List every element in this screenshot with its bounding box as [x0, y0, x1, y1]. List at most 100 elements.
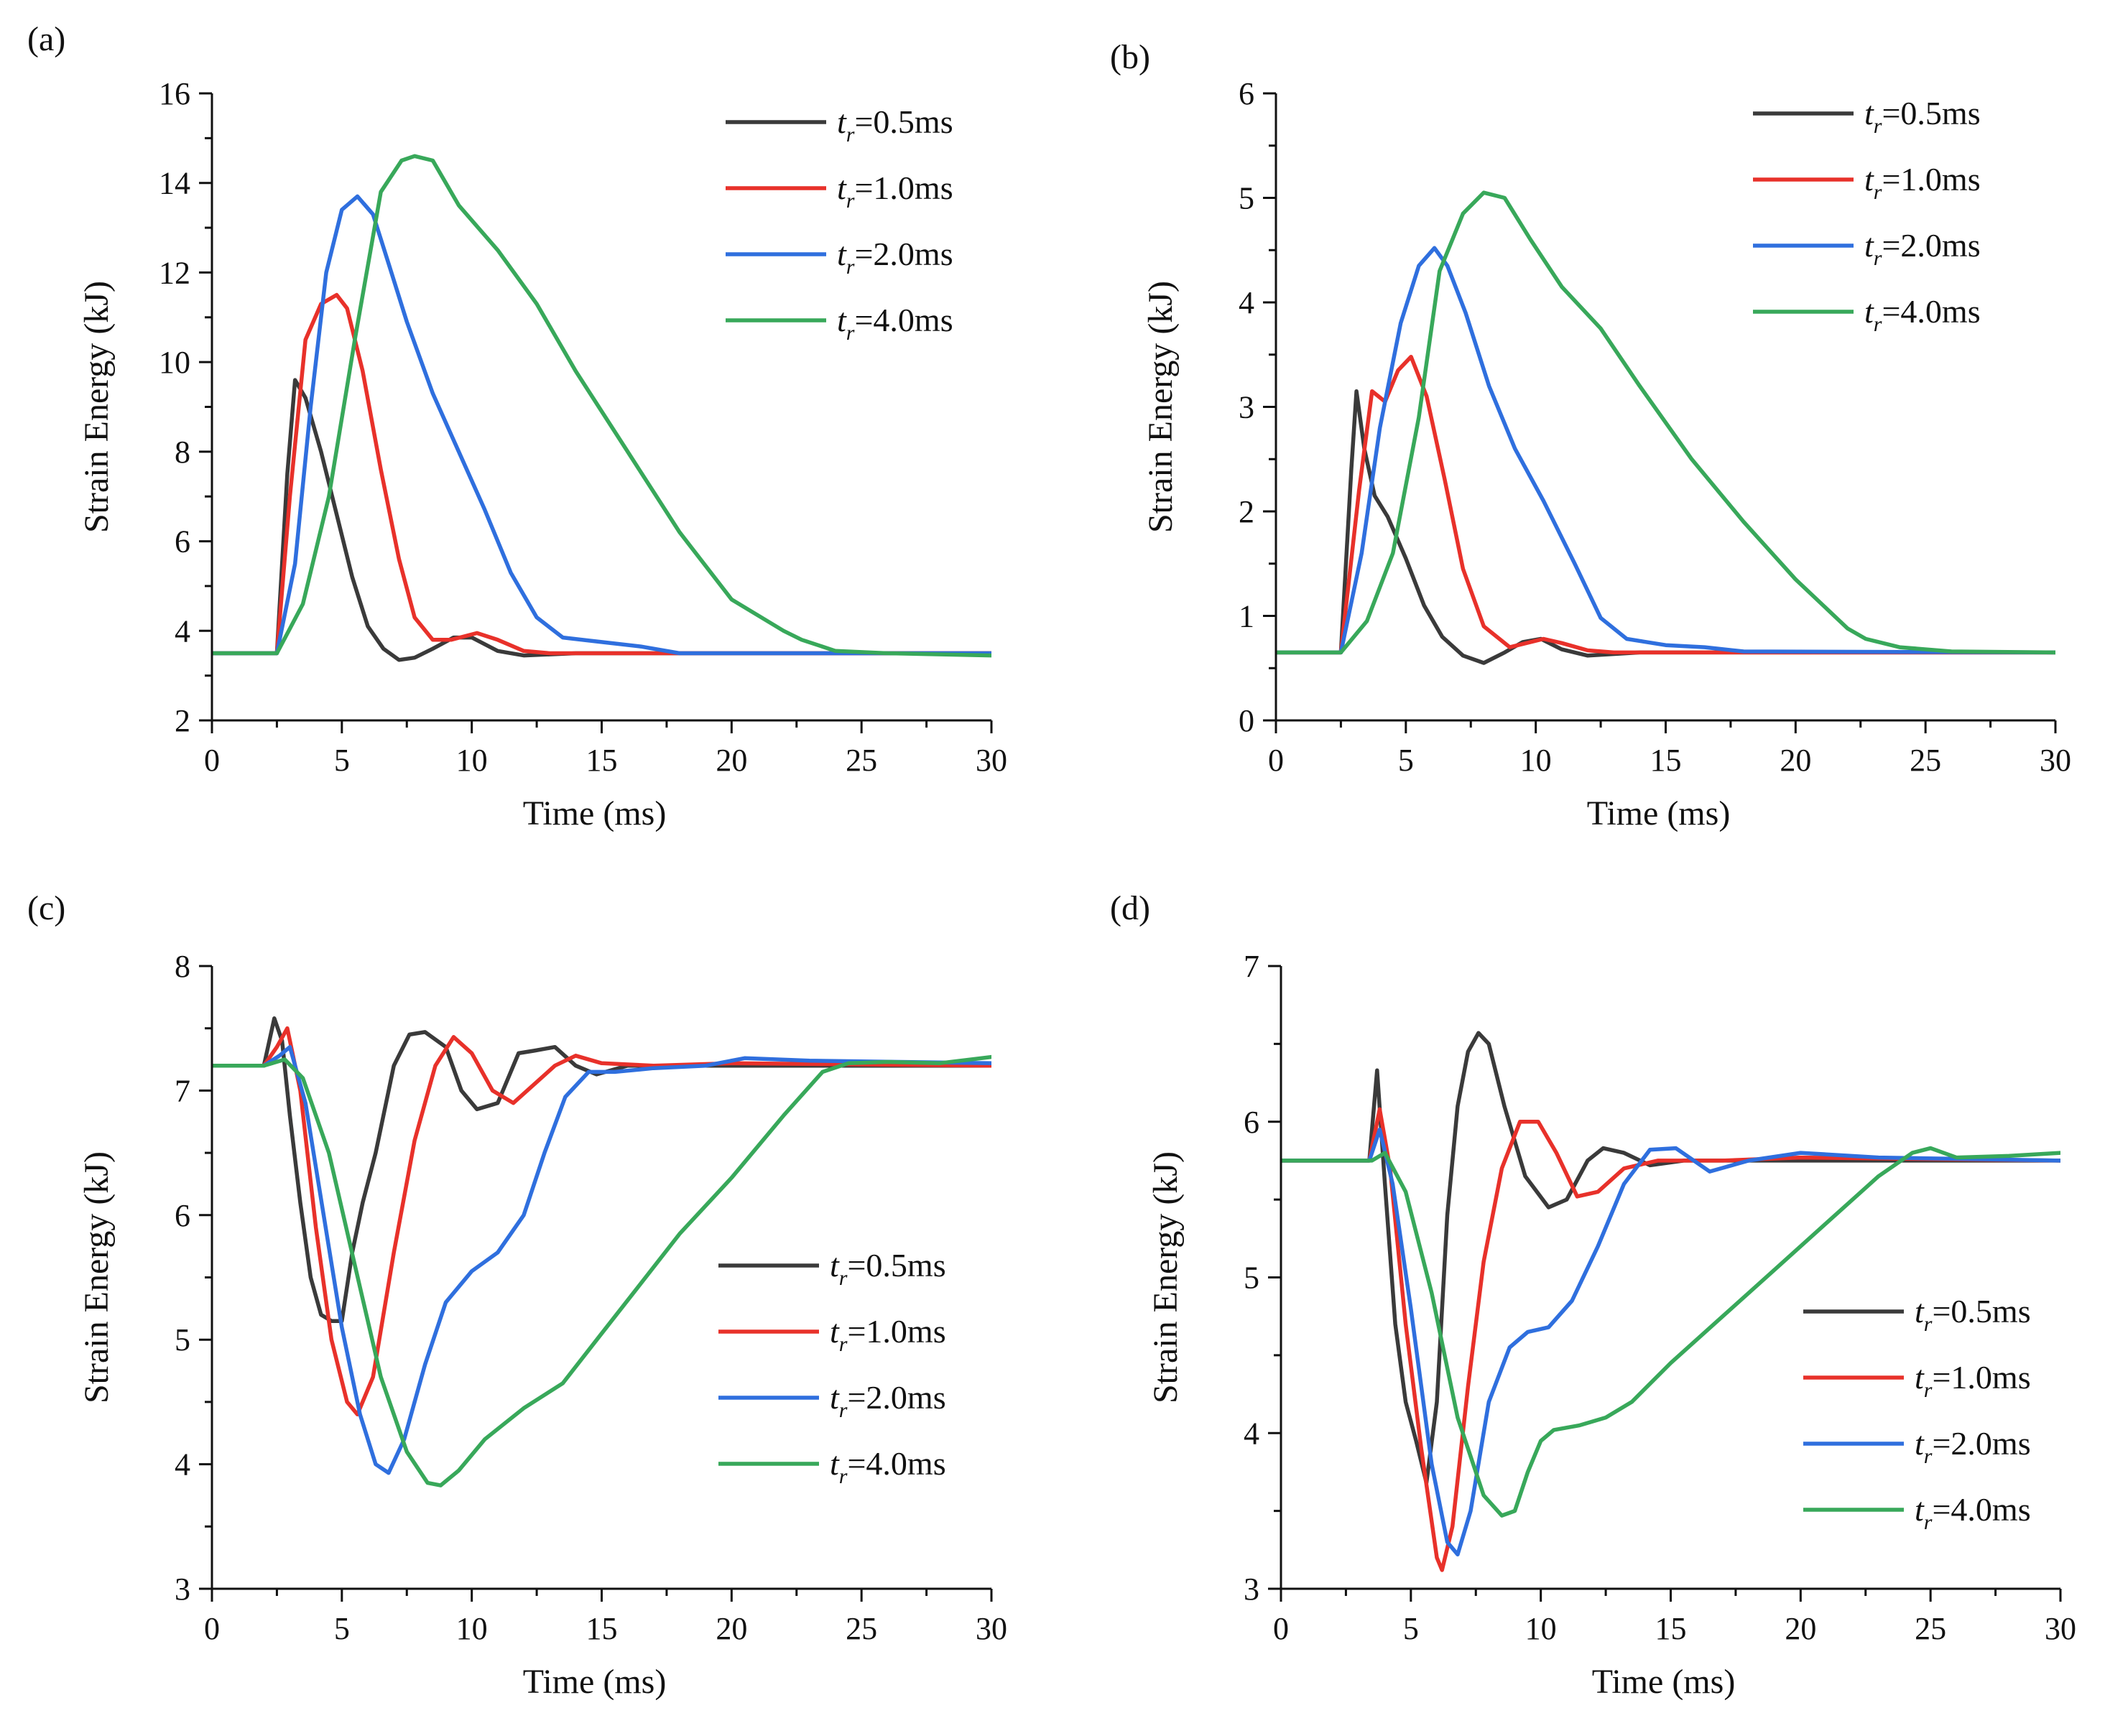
chart-panel-c: (c) 0 5 10 15 20 25 30 3 4 5 6 7 8 Time (ms) Strain Ene… — [27, 889, 1007, 1701]
y-tick-label: 14 — [159, 166, 190, 201]
series-group — [1276, 190, 2055, 665]
series-line-1.0 — [1276, 354, 2055, 655]
legend-subscript: r — [1874, 180, 1882, 204]
legend-var: t — [1915, 1293, 1925, 1329]
y-tick-label: 0 — [1239, 703, 1254, 738]
legend-label: tr=4.0ms — [1915, 1491, 2031, 1534]
x-axis-title: Time (ms) — [1587, 794, 1731, 832]
legend-value: =1.0ms — [1882, 161, 1980, 198]
chart-panel-d: (d) 0 5 10 15 20 25 30 3 4 5 6 7 Time (ms) Strain Ener… — [1110, 889, 2076, 1701]
series-line-2.0 — [1276, 246, 2055, 655]
legend-var: t — [837, 236, 847, 272]
legend-label: tr=0.5ms — [837, 103, 953, 147]
x-tick-label: 25 — [1915, 1611, 1946, 1646]
x-axis-title: Time (ms) — [1592, 1663, 1736, 1701]
legend-var: t — [837, 302, 847, 338]
y-tick-label: 5 — [1239, 181, 1254, 216]
legend-value: =4.0ms — [847, 1445, 945, 1482]
legend-value: =2.0ms — [1932, 1425, 2030, 1462]
x-axis-title: Time (ms) — [523, 1663, 667, 1701]
legend-var: t — [1864, 161, 1874, 198]
legend-value: =0.5ms — [847, 1247, 945, 1284]
y-axis-title: Strain Energy (kJ) — [78, 281, 116, 533]
panel-label: (d) — [1110, 889, 1150, 927]
legend-label: tr=2.0ms — [830, 1379, 946, 1422]
y-tick-label: 6 — [175, 524, 190, 560]
series-line-1.0 — [212, 292, 991, 656]
x-tick-label: 10 — [456, 1611, 488, 1646]
legend-label: tr=0.5ms — [1864, 95, 1981, 138]
legend-value: =0.5ms — [1882, 95, 1980, 131]
x-tick-label: 30 — [976, 743, 1007, 778]
y-tick-label: 7 — [175, 1073, 190, 1108]
x-tick-label: 5 — [334, 1611, 350, 1646]
series-line-0.5 — [212, 378, 991, 662]
legend-value: =0.5ms — [1932, 1293, 2030, 1329]
y-tick-label: 16 — [159, 76, 190, 111]
y-tick-label: 5 — [1244, 1261, 1259, 1296]
y-tick-label: 12 — [159, 255, 190, 290]
legend-subscript: r — [1924, 1444, 1933, 1468]
x-tick-label: 0 — [1268, 743, 1284, 778]
panel-label: (c) — [27, 889, 65, 927]
y-tick-label: 7 — [1244, 949, 1259, 984]
legend-subscript: r — [1874, 312, 1882, 336]
legend-value: =0.5ms — [854, 103, 953, 140]
x-tick-label: 15 — [586, 743, 618, 778]
x-tick-label: 10 — [456, 743, 488, 778]
x-tick-label: 30 — [2045, 1611, 2076, 1646]
legend-value: =1.0ms — [847, 1313, 945, 1350]
y-axis-title: Strain Energy (kJ) — [1147, 1151, 1185, 1403]
x-tick-label: 20 — [716, 743, 747, 778]
legend-var: t — [1864, 293, 1874, 330]
x-tick-label: 15 — [586, 1611, 618, 1646]
chart-panel-a: (a) 0 5 10 15 20 25 30 2 4 6 8 10 12 14 16 Time (ms) Stra… — [27, 20, 1007, 832]
series-line-2.0 — [212, 194, 991, 656]
y-tick-label: 1 — [1239, 599, 1254, 634]
legend-subscript: r — [839, 1332, 848, 1356]
x-axis-title: Time (ms) — [523, 794, 667, 832]
y-tick-label: 5 — [175, 1322, 190, 1357]
legend-var: t — [1864, 227, 1874, 264]
legend-label: tr=2.0ms — [1864, 227, 1981, 270]
x-tick-label: 25 — [846, 743, 877, 778]
y-tick-label: 8 — [175, 435, 190, 470]
y-tick-label: 3 — [1244, 1572, 1259, 1607]
series-line-4.0 — [212, 154, 991, 658]
series-line-0.5 — [1276, 389, 2055, 665]
series-group — [212, 1016, 991, 1487]
legend-var: t — [837, 170, 847, 206]
y-tick-label: 4 — [175, 613, 190, 649]
legend-label: tr=1.0ms — [1915, 1359, 2031, 1402]
y-tick-label: 10 — [159, 345, 190, 380]
series-line-4.0 — [1281, 1146, 2060, 1518]
legend-var: t — [1915, 1491, 1925, 1528]
legend-subscript: r — [846, 255, 855, 279]
legend-value: =2.0ms — [847, 1379, 945, 1416]
y-tick-label: 3 — [175, 1572, 190, 1607]
x-tick-label: 5 — [1403, 1611, 1419, 1646]
x-tick-label: 20 — [716, 1611, 747, 1646]
legend-subscript: r — [846, 321, 855, 345]
legend-label: tr=0.5ms — [1915, 1293, 2031, 1336]
x-tick-label: 15 — [1650, 743, 1682, 778]
series-group — [1281, 1031, 2060, 1572]
legend-label: tr=4.0ms — [1864, 293, 1981, 336]
series-group — [212, 154, 991, 662]
legend-label: tr=1.0ms — [830, 1313, 946, 1356]
legend-var: t — [1915, 1359, 1925, 1396]
series-line-2.0 — [212, 1044, 991, 1475]
x-tick-label: 25 — [1910, 743, 1941, 778]
x-tick-label: 0 — [204, 743, 220, 778]
y-axis-title: Strain Energy (kJ) — [78, 1151, 116, 1403]
legend-subscript: r — [1924, 1378, 1933, 1402]
series-line-4.0 — [1276, 190, 2055, 655]
series-line-0.5 — [212, 1016, 991, 1323]
y-axis-title: Strain Energy (kJ) — [1142, 281, 1180, 533]
legend-label: tr=1.0ms — [837, 170, 953, 213]
legend-subscript: r — [846, 189, 855, 213]
legend-label: tr=4.0ms — [830, 1445, 946, 1488]
x-tick-label: 25 — [846, 1611, 877, 1646]
